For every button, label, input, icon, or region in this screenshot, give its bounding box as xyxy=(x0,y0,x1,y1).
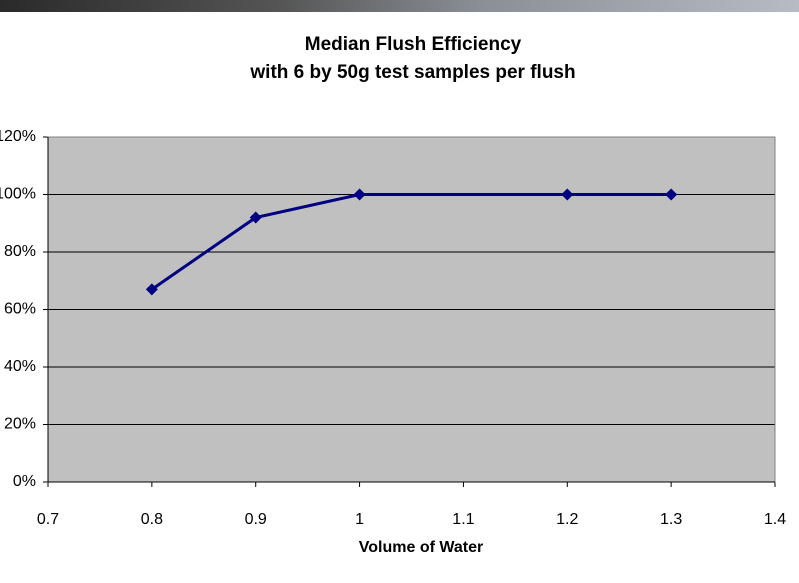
x-tick-label: 0.8 xyxy=(141,511,163,528)
y-tick-label: 20% xyxy=(4,416,36,433)
y-tick-label: 100% xyxy=(0,186,36,203)
window-strip xyxy=(0,0,799,12)
x-tick-label: 1.3 xyxy=(660,511,682,528)
y-tick-label: 120% xyxy=(0,128,36,145)
y-tick-label: 40% xyxy=(4,358,36,375)
data-point xyxy=(249,211,262,224)
data-point xyxy=(145,283,158,296)
data-point xyxy=(665,188,678,201)
x-tick-label: 0.9 xyxy=(245,511,267,528)
x-tick-label: 1.4 xyxy=(764,511,786,528)
x-tick-label: 1.1 xyxy=(452,511,474,528)
x-tick-label: 1 xyxy=(355,511,364,528)
y-tick-label: 0% xyxy=(13,473,36,490)
y-tick-label: 80% xyxy=(4,243,36,260)
chart-subtitle: with 6 by 50g test samples per flush xyxy=(249,62,575,83)
y-tick-label: 60% xyxy=(4,301,36,318)
x-tick-label: 1.2 xyxy=(556,511,578,528)
data-point xyxy=(353,188,366,201)
data-point xyxy=(561,188,574,201)
chart-title: Median Flush Efficiency xyxy=(305,34,522,55)
x-tick-label: 0.7 xyxy=(37,511,59,528)
x-axis-title: Volume of Water xyxy=(359,539,483,556)
